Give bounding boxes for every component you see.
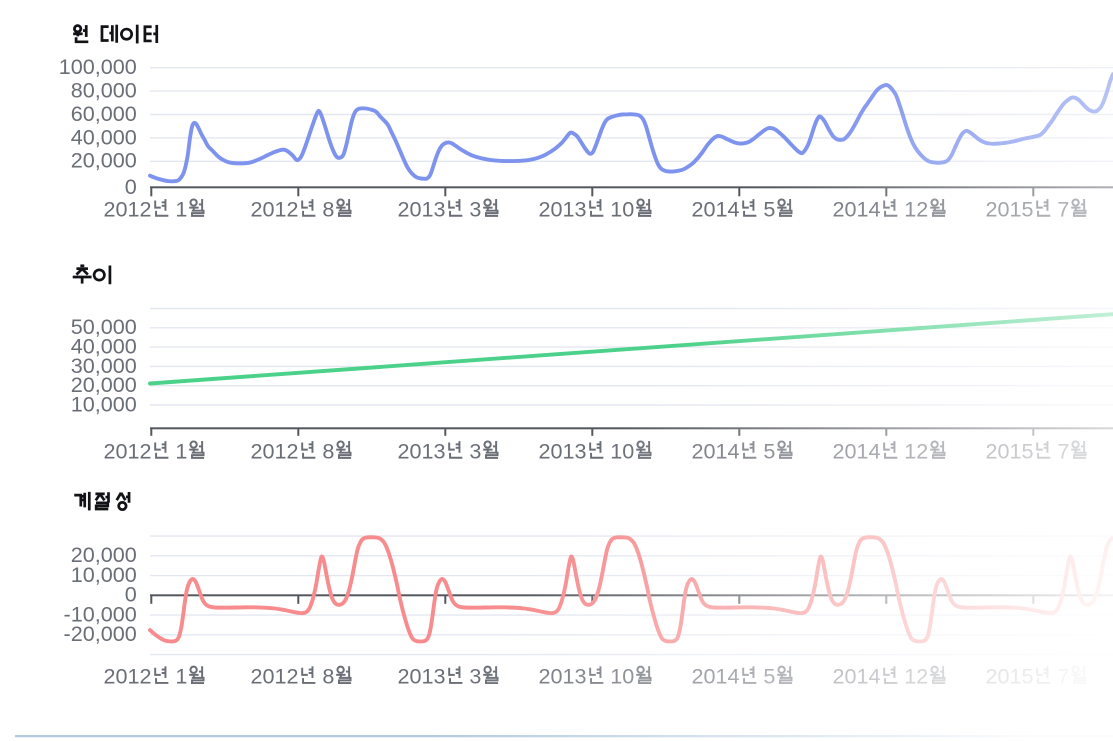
- svg-text:2013: 2013: [538, 664, 586, 689]
- svg-text:20,000: 20,000: [71, 148, 137, 173]
- svg-text:8: 8: [322, 197, 334, 222]
- svg-text:2015: 2015: [985, 439, 1033, 464]
- svg-text:0: 0: [125, 174, 137, 199]
- svg-text:8: 8: [322, 439, 334, 464]
- svg-text:1: 1: [175, 439, 187, 464]
- svg-text:2012: 2012: [250, 197, 298, 222]
- svg-text:2012: 2012: [250, 664, 298, 689]
- svg-text:60,000: 60,000: [71, 101, 137, 126]
- svg-text:5: 5: [763, 439, 775, 464]
- svg-text:12: 12: [904, 197, 928, 222]
- svg-text:-20,000: -20,000: [64, 621, 137, 646]
- svg-text:2012: 2012: [103, 439, 151, 464]
- svg-text:2012: 2012: [103, 197, 151, 222]
- svg-text:2013: 2013: [538, 439, 586, 464]
- svg-text:2013: 2013: [397, 439, 445, 464]
- svg-text:5: 5: [763, 197, 775, 222]
- svg-text:12: 12: [904, 439, 928, 464]
- svg-text:10: 10: [610, 439, 634, 464]
- svg-text:3: 3: [469, 439, 481, 464]
- svg-text:10: 10: [610, 664, 634, 689]
- svg-text:7: 7: [1057, 197, 1069, 222]
- svg-text:2014: 2014: [832, 664, 880, 689]
- svg-text:2015: 2015: [985, 664, 1033, 689]
- svg-text:2012: 2012: [103, 664, 151, 689]
- svg-text:5: 5: [763, 664, 775, 689]
- svg-text:2014: 2014: [832, 197, 880, 222]
- svg-text:12: 12: [904, 664, 928, 689]
- svg-text:8: 8: [322, 664, 334, 689]
- svg-text:100,000: 100,000: [59, 54, 137, 79]
- svg-text:2013: 2013: [397, 664, 445, 689]
- svg-text:7: 7: [1057, 439, 1069, 464]
- svg-text:2012: 2012: [250, 439, 298, 464]
- svg-text:2015: 2015: [985, 197, 1033, 222]
- svg-text:3: 3: [469, 197, 481, 222]
- svg-text:2014: 2014: [691, 664, 739, 689]
- svg-text:80,000: 80,000: [71, 77, 137, 102]
- svg-text:40,000: 40,000: [71, 124, 137, 149]
- svg-text:2014: 2014: [691, 439, 739, 464]
- svg-text:3: 3: [469, 664, 481, 689]
- svg-text:7: 7: [1057, 664, 1069, 689]
- svg-text:2014: 2014: [691, 197, 739, 222]
- svg-text:2013: 2013: [397, 197, 445, 222]
- svg-text:2014: 2014: [832, 439, 880, 464]
- svg-text:1: 1: [175, 664, 187, 689]
- svg-text:1: 1: [175, 197, 187, 222]
- svg-text:2013: 2013: [538, 197, 586, 222]
- svg-text:10,000: 10,000: [71, 391, 137, 416]
- svg-text:10: 10: [610, 197, 634, 222]
